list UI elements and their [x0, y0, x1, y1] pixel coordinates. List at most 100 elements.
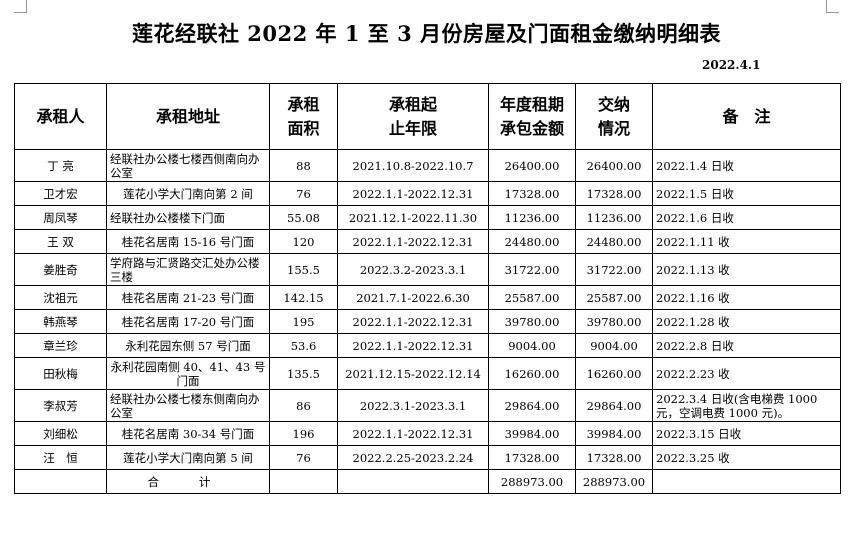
- header-remark: 备 注: [652, 83, 841, 150]
- cell-area: 88: [269, 149, 338, 182]
- cell-remark: 2022.1.28 收: [652, 309, 841, 334]
- cell-address: 经联社办公楼七楼西侧南向办公室: [106, 149, 270, 182]
- cell-period: 2022.2.25-2023.2.24: [337, 445, 489, 470]
- cell-address: 经联社办公楼七楼东侧南向办公室: [106, 389, 270, 422]
- cell-period: 2022.1.1-2022.12.31: [337, 333, 489, 358]
- cell-rent: 39780.00: [488, 309, 576, 334]
- table-row: 章兰珍 永利花园东侧 57 号门面 53.6 2022.1.1-2022.12.…: [14, 333, 841, 358]
- header-tenant: 承租人: [14, 83, 107, 150]
- cell-rent: 24480.00: [488, 229, 576, 254]
- cell-period: 2022.3.1-2023.3.1: [337, 389, 489, 422]
- cell-period: 2021.7.1-2022.6.30: [337, 285, 489, 310]
- cell-rent: 9004.00: [488, 333, 576, 358]
- total-row: 合 计 288973.00 288973.00: [14, 469, 841, 494]
- total-label: 合 计: [106, 469, 270, 494]
- cell-area: 120: [269, 229, 338, 254]
- page-corner-mark-left: [14, 0, 27, 13]
- cell-remark: 2022.1.6 日收: [652, 205, 841, 230]
- table-row: 丁 亮 经联社办公楼七楼西侧南向办公室 88 2021.10.8-2022.10…: [14, 149, 841, 182]
- cell-paid: 26400.00: [575, 149, 653, 182]
- cell-rent: 39984.00: [488, 421, 576, 446]
- cell-paid: 29864.00: [575, 389, 653, 422]
- cell-area: 155.5: [269, 253, 338, 286]
- total-paid: 288973.00: [575, 469, 653, 494]
- document-title: 莲花经联社 2022 年 1 至 3 月份房屋及门面租金缴纳明细表: [131, 21, 722, 46]
- cell-address: 莲花小学大门南向第 2 间: [106, 181, 270, 206]
- cell-period: 2021.12.15-2022.12.14: [337, 357, 489, 390]
- cell-paid: 9004.00: [575, 333, 653, 358]
- total-period-blank: [337, 469, 489, 494]
- cell-paid: 39780.00: [575, 309, 653, 334]
- header-row: 承租人 承租地址 承租 面积 承租起 止年限 年度租期 承包金额 交纳 情况 备…: [14, 83, 841, 150]
- table-row: 刘细松 桂花名居南 30-34 号门面 196 2022.1.1-2022.12…: [14, 421, 841, 446]
- cell-area: 196: [269, 421, 338, 446]
- cell-tenant: 李叔芳: [14, 389, 107, 422]
- total-rent: 288973.00: [488, 469, 576, 494]
- cell-period: 2022.3.2-2023.3.1: [337, 253, 489, 286]
- cell-area: 76: [269, 181, 338, 206]
- cell-rent: 17328.00: [488, 445, 576, 470]
- cell-remark: 2022.3.25 收: [652, 445, 841, 470]
- cell-tenant: 刘细松: [14, 421, 107, 446]
- cell-tenant: 汪 恒: [14, 445, 107, 470]
- cell-tenant: 周凤琴: [14, 205, 107, 230]
- table-row: 王 双 桂花名居南 15-16 号门面 120 2022.1.1-2022.12…: [14, 229, 841, 254]
- cell-rent: 17328.00: [488, 181, 576, 206]
- cell-rent: 31722.00: [488, 253, 576, 286]
- cell-rent: 25587.00: [488, 285, 576, 310]
- cell-address: 莲花小学大门南向第 5 间: [106, 445, 270, 470]
- rent-ledger-table: 承租人 承租地址 承租 面积 承租起 止年限 年度租期 承包金额 交纳 情况 备…: [14, 83, 841, 494]
- cell-remark: 2022.2.23 收: [652, 357, 841, 390]
- cell-rent: 11236.00: [488, 205, 576, 230]
- table-row: 韩燕琴 桂花名居南 17-20 号门面 195 2022.1.1-2022.12…: [14, 309, 841, 334]
- header-period: 承租起 止年限: [337, 83, 489, 150]
- header-period-line1: 承租起: [388, 94, 437, 114]
- cell-paid: 17328.00: [575, 181, 653, 206]
- cell-rent: 29864.00: [488, 389, 576, 422]
- header-area-line1: 承租: [287, 94, 320, 114]
- cell-remark: 2022.1.4 日收: [652, 149, 841, 182]
- cell-area: 195: [269, 309, 338, 334]
- document-date: 2022.4.1: [702, 58, 761, 72]
- total-remark-blank: [652, 469, 841, 494]
- cell-tenant: 章兰珍: [14, 333, 107, 358]
- cell-paid: 11236.00: [575, 205, 653, 230]
- cell-rent: 26400.00: [488, 149, 576, 182]
- cell-address: 桂花名居南 15-16 号门面: [106, 229, 270, 254]
- cell-address: 经联社办公楼楼下门面: [106, 205, 270, 230]
- table-row: 田秋梅 永利花园南侧 40、41、43 号门面 135.5 2021.12.15…: [14, 357, 841, 390]
- cell-period: 2021.10.8-2022.10.7: [337, 149, 489, 182]
- header-address: 承租地址: [106, 83, 270, 150]
- cell-tenant: 田秋梅: [14, 357, 107, 390]
- cell-remark: 2022.1.13 收: [652, 253, 841, 286]
- cell-period: 2021.12.1-2022.11.30: [337, 205, 489, 230]
- header-area: 承租 面积: [269, 83, 338, 150]
- table-row: 沈祖元 桂花名居南 21-23 号门面 142.15 2021.7.1-2022…: [14, 285, 841, 310]
- cell-address: 永利花园南侧 40、41、43 号门面: [106, 357, 270, 390]
- header-rent: 年度租期 承包金额: [488, 83, 576, 150]
- table-row: 姜胜奇 学府路与汇贤路交汇处办公楼三楼 155.5 2022.3.2-2023.…: [14, 253, 841, 286]
- cell-tenant: 丁 亮: [14, 149, 107, 182]
- cell-period: 2022.1.1-2022.12.31: [337, 229, 489, 254]
- cell-tenant: 王 双: [14, 229, 107, 254]
- cell-address: 学府路与汇贤路交汇处办公楼三楼: [106, 253, 270, 286]
- cell-area: 135.5: [269, 357, 338, 390]
- header-payment-line1: 交纳: [597, 94, 630, 114]
- cell-address: 桂花名居南 30-34 号门面: [106, 421, 270, 446]
- cell-area: 55.08: [269, 205, 338, 230]
- cell-remark: 2022.1.5 日收: [652, 181, 841, 206]
- cell-address: 永利花园东侧 57 号门面: [106, 333, 270, 358]
- header-payment: 交纳 情况: [575, 83, 653, 150]
- cell-paid: 16260.00: [575, 357, 653, 390]
- cell-rent: 16260.00: [488, 357, 576, 390]
- cell-paid: 17328.00: [575, 445, 653, 470]
- cell-area: 86: [269, 389, 338, 422]
- cell-area: 53.6: [269, 333, 338, 358]
- table-row: 汪 恒 莲花小学大门南向第 5 间 76 2022.2.25-2023.2.24…: [14, 445, 841, 470]
- cell-paid: 31722.00: [575, 253, 653, 286]
- total-blank: [14, 469, 107, 494]
- cell-period: 2022.1.1-2022.12.31: [337, 421, 489, 446]
- cell-remark: 2022.2.8 日收: [652, 333, 841, 358]
- cell-period: 2022.1.1-2022.12.31: [337, 309, 489, 334]
- cell-tenant: 韩燕琴: [14, 309, 107, 334]
